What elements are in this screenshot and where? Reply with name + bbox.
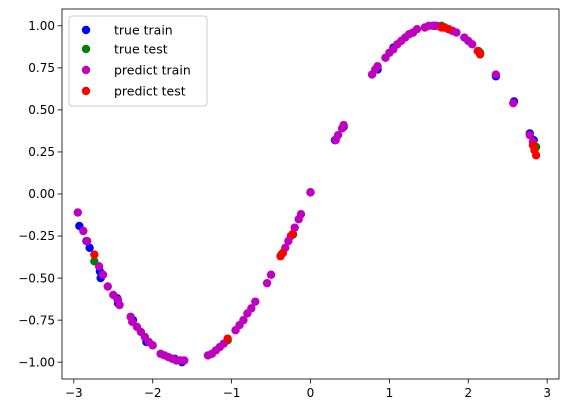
point-predict-train: [148, 341, 157, 350]
point-predict-test: [223, 334, 232, 343]
point-predict-train: [251, 297, 260, 306]
point-predict-train: [509, 98, 518, 108]
legend-marker-predict-test: [81, 86, 91, 96]
y-tick-label: −0.50: [18, 271, 55, 285]
point-true-train: [85, 243, 94, 253]
point-predict-train: [333, 130, 343, 140]
x-tick-label: 3: [543, 386, 551, 400]
x-tick-label: 0: [307, 386, 315, 400]
y-tick-label: −0.25: [18, 229, 55, 243]
point-predict-train: [525, 130, 535, 140]
point-predict-train: [296, 209, 306, 219]
legend-marker-true-test: [81, 44, 91, 54]
legend-label-true-test: true test: [114, 42, 168, 57]
y-tick-label: 0.75: [28, 61, 55, 75]
point-predict-train: [98, 270, 108, 279]
point-predict-train: [73, 208, 82, 217]
point-predict-train: [115, 300, 124, 310]
point-predict-train: [262, 278, 272, 288]
point-predict-train: [306, 188, 315, 197]
x-tick-label: −3: [65, 386, 83, 400]
legend-label-true-train: true train: [114, 23, 173, 38]
legend-label-predict-test: predict test: [114, 84, 186, 99]
y-tick-label: 1.00: [28, 19, 55, 33]
point-predict-test: [288, 230, 297, 239]
point-predict-train: [452, 28, 461, 37]
point-predict-train: [266, 270, 276, 279]
point-predict-train: [491, 70, 501, 79]
point-predict-train: [239, 315, 248, 325]
legend-marker-predict-train: [81, 65, 91, 75]
legend-entry-predict-train: predict train: [81, 63, 191, 78]
x-axis: −3 −2 −1 0 1 2 3: [65, 379, 551, 400]
y-tick-label: −0.75: [18, 313, 55, 327]
point-predict-train: [180, 356, 189, 365]
x-tick-label: 2: [464, 386, 472, 400]
y-tick-label: 0.25: [28, 145, 55, 159]
point-predict-test: [90, 250, 99, 259]
legend-label-predict-train: predict train: [114, 63, 191, 78]
point-predict-train: [412, 24, 422, 34]
point-predict-train: [103, 282, 112, 291]
legend-box: [68, 15, 208, 107]
point-predict-train: [79, 226, 88, 236]
y-tick-label: −1.00: [18, 355, 55, 369]
y-tick-label: 0.00: [28, 187, 55, 201]
y-axis: −1.00 −0.75 −0.50 −0.25 0.00 0.25 0.50 0.75 1.00: [18, 19, 62, 369]
y-tick-label: 0.50: [28, 103, 55, 117]
point-predict-test: [531, 151, 541, 160]
data-points: [73, 21, 541, 367]
point-predict-train: [94, 262, 104, 271]
point-predict-train: [339, 120, 348, 130]
point-predict-train: [83, 236, 92, 246]
legend-entry-true-train: true train: [81, 23, 173, 38]
point-predict-train: [468, 40, 477, 49]
point-predict-test: [278, 248, 288, 258]
x-tick-label: 1: [386, 386, 394, 400]
point-predict-test: [475, 50, 485, 59]
point-predict-train: [290, 223, 299, 232]
x-tick-label: −2: [144, 386, 162, 400]
legend-marker-true-train: [81, 25, 91, 35]
legend-entry-predict-test: predict test: [81, 84, 186, 99]
series-predict-test: [90, 23, 541, 343]
legend: true train true test predict train predi…: [68, 15, 208, 107]
point-predict-test: [444, 24, 453, 34]
point-predict-train: [247, 304, 256, 313]
legend-entry-true-test: true test: [81, 42, 168, 57]
point-predict-train: [373, 61, 382, 71]
x-tick-label: −1: [223, 386, 241, 400]
